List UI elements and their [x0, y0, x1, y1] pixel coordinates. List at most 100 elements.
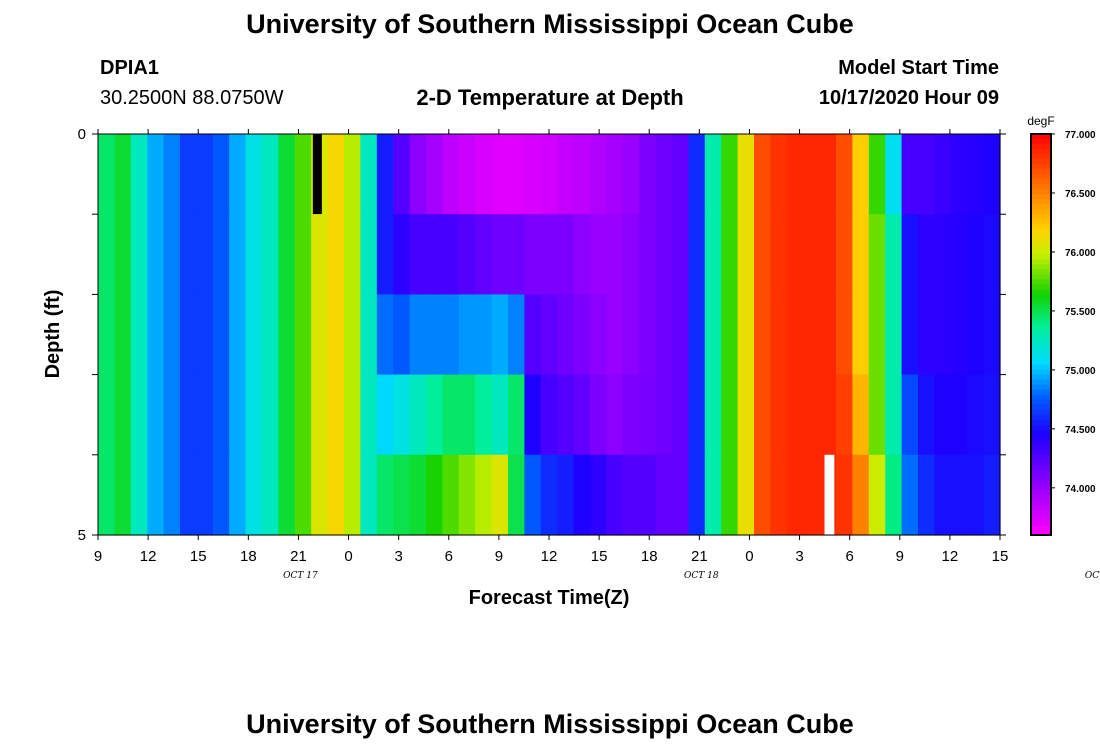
heatmap-cell — [967, 294, 985, 376]
x-tick-label: 15 — [591, 548, 608, 565]
colorbar-segment — [1031, 464, 1051, 471]
heatmap-cell — [212, 134, 230, 215]
colorbar-segment — [1031, 194, 1051, 200]
heatmap-cell — [426, 294, 443, 376]
heatmap-cell — [803, 374, 821, 456]
heatmap-cell — [819, 294, 837, 376]
heatmap-cell — [557, 454, 575, 536]
plot-frame — [97, 133, 1001, 536]
heatmap-cell — [294, 214, 312, 295]
colorbar-segment — [1031, 459, 1051, 466]
heatmap-cell — [803, 454, 821, 536]
heatmap-cell — [426, 214, 443, 295]
colorbar-segment — [1031, 244, 1051, 250]
colorbar-segment — [1031, 449, 1051, 456]
colorbar-segment — [1031, 294, 1051, 301]
colorbar-segment — [1031, 254, 1051, 260]
heatmap-cell — [852, 214, 870, 295]
colorbar-segment — [1031, 474, 1051, 481]
heatmap-cell — [475, 294, 493, 376]
heatmap-cell — [262, 374, 279, 456]
heatmap-cell — [508, 374, 525, 456]
heatmap-cell — [688, 134, 706, 215]
heatmap-cell — [836, 214, 853, 295]
heatmap-cell — [573, 134, 591, 215]
heatmap-cell — [327, 374, 345, 456]
x-tick-label: 21 — [290, 548, 307, 565]
colorbar-segment — [1031, 504, 1051, 511]
heatmap-cell — [704, 294, 722, 376]
heatmap-cell — [655, 454, 673, 536]
heatmap-cell — [508, 454, 525, 536]
heatmap-cell — [901, 454, 919, 536]
heatmap-cell — [540, 454, 558, 536]
colorbar-segment — [1031, 214, 1051, 220]
y-tick-label: 5 — [78, 527, 86, 544]
heatmap-cell — [442, 134, 460, 215]
colorbar-segment — [1031, 469, 1051, 476]
heatmap-cell — [130, 374, 148, 456]
colorbar-segment — [1031, 489, 1051, 496]
heatmap-cell — [458, 294, 476, 376]
heatmap-cell — [212, 454, 230, 536]
heatmap-cell — [508, 134, 525, 215]
heatmap-cell — [278, 214, 296, 295]
colorbar-tick-label: 76.000 — [1065, 248, 1096, 259]
heatmap-cell — [540, 294, 558, 376]
heatmap-cell — [950, 454, 968, 536]
heatmap-cell — [130, 454, 148, 536]
heatmap-cell — [130, 134, 148, 215]
colorbar-segment — [1031, 314, 1051, 321]
heatmap-cell — [344, 294, 361, 376]
heatmap-cell — [868, 214, 886, 295]
x-tick-label: 3 — [795, 548, 803, 565]
heatmap-cell — [770, 374, 788, 456]
colorbar-segment — [1031, 269, 1051, 275]
heatmap-cell — [918, 134, 935, 215]
heatmap-cell — [262, 214, 279, 295]
heatmap-cell — [606, 134, 624, 215]
heatmap-cell — [934, 134, 952, 215]
heatmap-cell — [967, 374, 985, 456]
colorbar-unit: degF — [1027, 114, 1054, 128]
colorbar-segment — [1031, 144, 1051, 150]
station-id: DPIA1 — [100, 57, 159, 79]
heatmap-cell — [229, 294, 247, 376]
heatmap-cell — [360, 294, 378, 376]
heatmap-cell — [852, 134, 870, 215]
heatmap-cell — [737, 294, 755, 376]
colorbar-segment — [1031, 259, 1051, 265]
heatmap-cell — [327, 454, 345, 536]
colorbar-segment — [1031, 359, 1051, 366]
x-tick-label: 18 — [240, 548, 257, 565]
heatmap-cell — [196, 374, 214, 456]
heatmap-cell — [754, 294, 771, 376]
heatmap-cell — [344, 214, 361, 295]
heatmap-cell — [557, 294, 575, 376]
colorbar-segment — [1031, 309, 1051, 316]
heatmap-cell — [639, 454, 657, 536]
heatmap-cell — [885, 214, 903, 295]
colorbar-segment — [1031, 379, 1051, 386]
heatmap-cell — [540, 374, 558, 456]
heatmap-cell — [655, 374, 673, 456]
colorbar-segment — [1031, 494, 1051, 501]
heatmap-cell — [885, 294, 903, 376]
heatmap-cell — [622, 374, 640, 456]
heatmap-cell — [524, 374, 542, 456]
colorbar-segment — [1031, 524, 1051, 531]
heatmap-cell — [196, 134, 214, 215]
heatmap-cell — [737, 454, 755, 536]
heatmap-cell — [688, 214, 706, 295]
colorbar-segment — [1031, 529, 1051, 536]
heatmap-cell — [245, 374, 263, 456]
x-tick-label: 12 — [140, 548, 157, 565]
heatmap-cell — [130, 294, 148, 376]
heatmap-cell — [524, 214, 542, 295]
heatmap-cell — [655, 214, 673, 295]
colorbar: degF 77.000 76.500 76.000 75.500 75.000 74.500… — [1027, 114, 1096, 536]
heatmap-cell — [737, 374, 755, 456]
colorbar-segment — [1031, 209, 1051, 215]
heatmap-cell — [868, 134, 886, 215]
heatmap-cell — [458, 374, 476, 456]
